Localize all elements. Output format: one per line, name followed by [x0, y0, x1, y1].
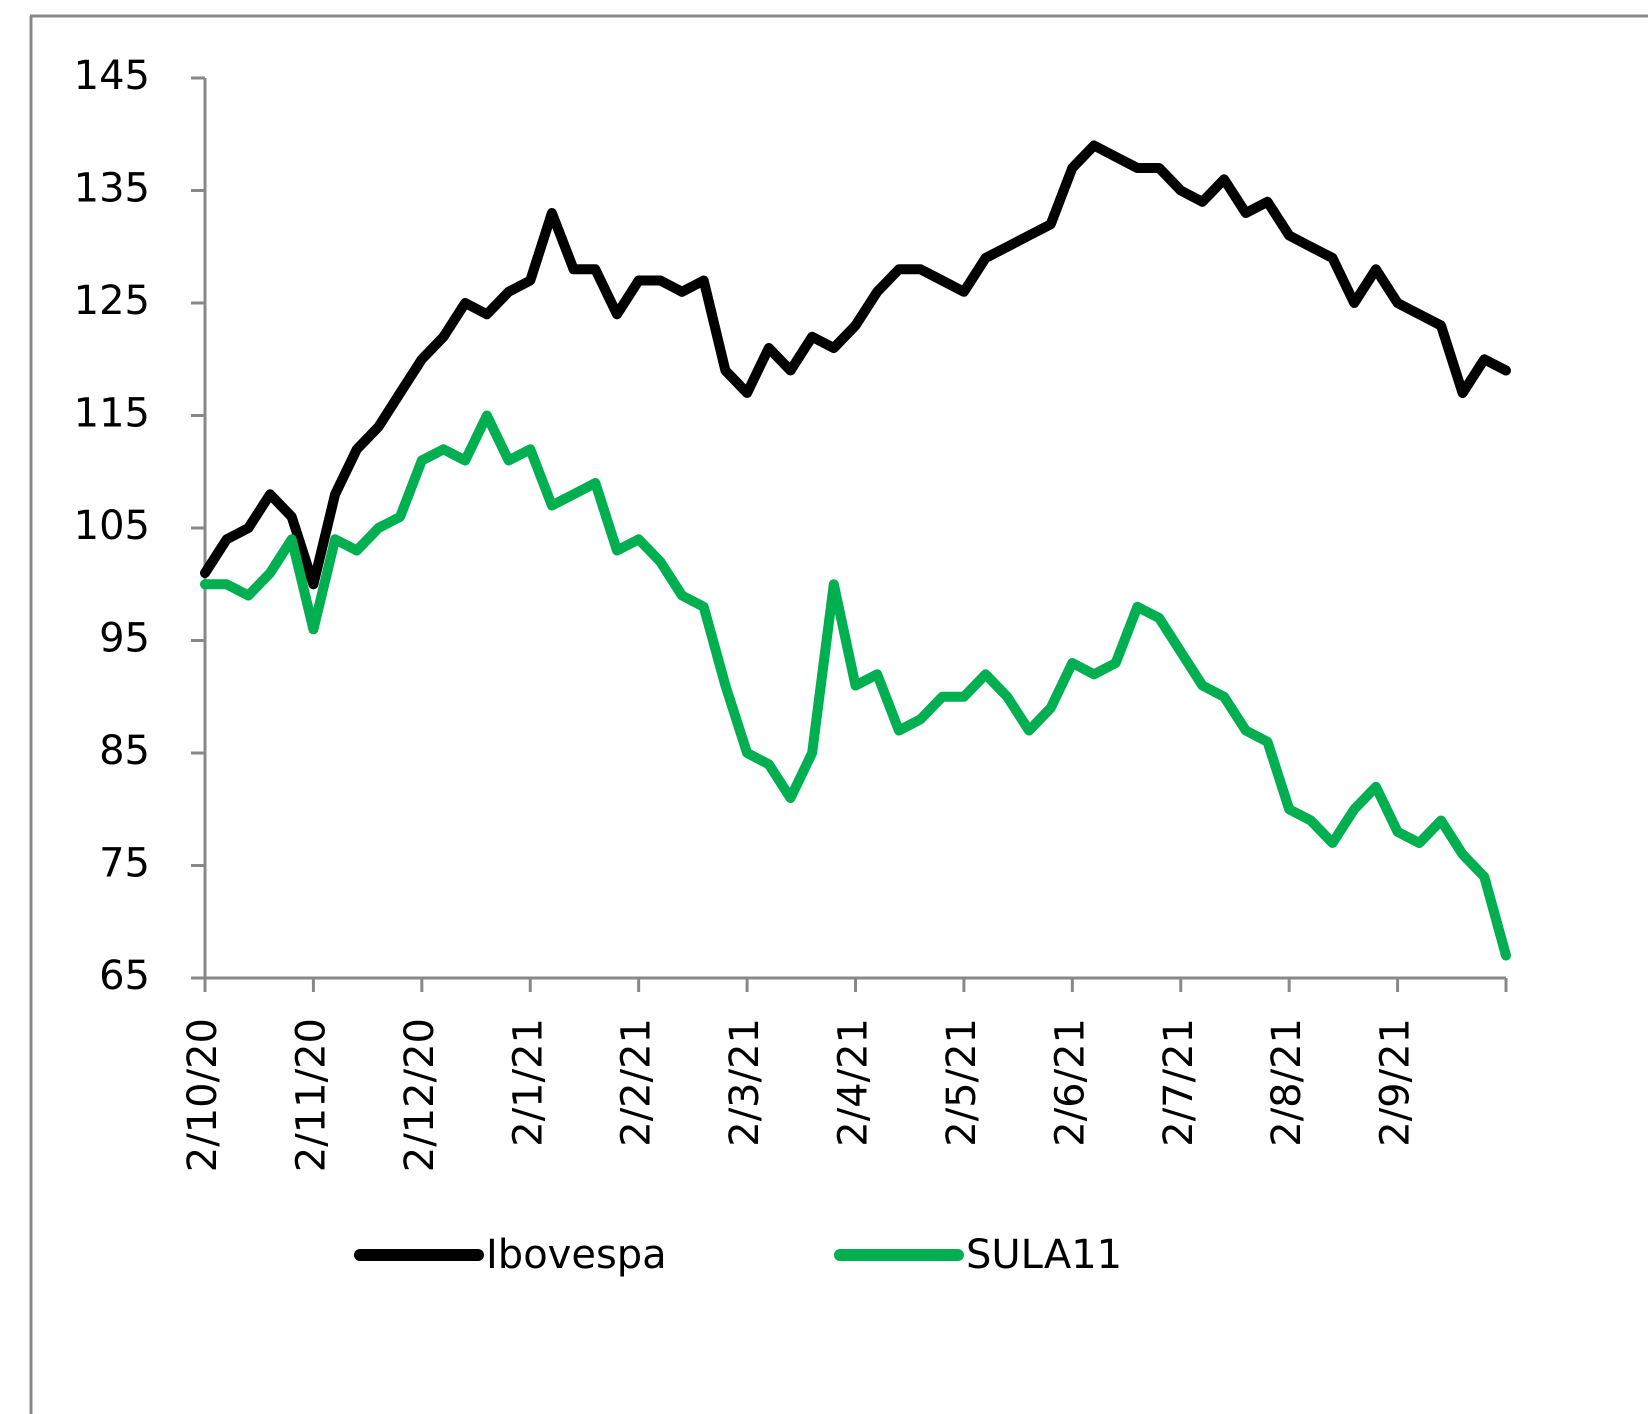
y-tick-label: 145	[74, 53, 150, 99]
y-tick-label: 105	[74, 503, 150, 549]
x-tick-label: 2/11/20	[288, 1018, 334, 1172]
x-tick-label: 2/9/21	[1373, 1018, 1419, 1147]
x-tick-label: 2/1/21	[505, 1018, 551, 1147]
y-tick-label: 95	[99, 616, 150, 662]
series-line	[200, 140, 1511, 590]
x-tick-label: 2/6/21	[1047, 1018, 1093, 1147]
x-tick-label: 2/8/21	[1264, 1018, 1310, 1147]
y-tick-label: 125	[74, 278, 150, 324]
y-tick-label: 85	[99, 728, 150, 774]
legend-label: Ibovespa	[486, 1232, 667, 1278]
x-tick-label: 2/12/20	[397, 1018, 443, 1172]
x-tick-label: 2/4/21	[831, 1018, 877, 1147]
x-tick-label: 2/2/21	[614, 1018, 660, 1147]
y-tick-label: 65	[99, 953, 150, 999]
x-tick-label: 2/3/21	[722, 1018, 768, 1147]
x-tick-label: 2/7/21	[1156, 1018, 1202, 1147]
y-tick-label: 135	[74, 166, 150, 212]
x-tick-label: 2/5/21	[939, 1018, 985, 1147]
series-line	[200, 410, 1511, 961]
legend-label: SULA11	[966, 1232, 1122, 1278]
y-tick-label: 75	[99, 841, 150, 887]
x-tick-label: 2/10/20	[180, 1018, 226, 1172]
y-tick-label: 115	[74, 391, 150, 437]
